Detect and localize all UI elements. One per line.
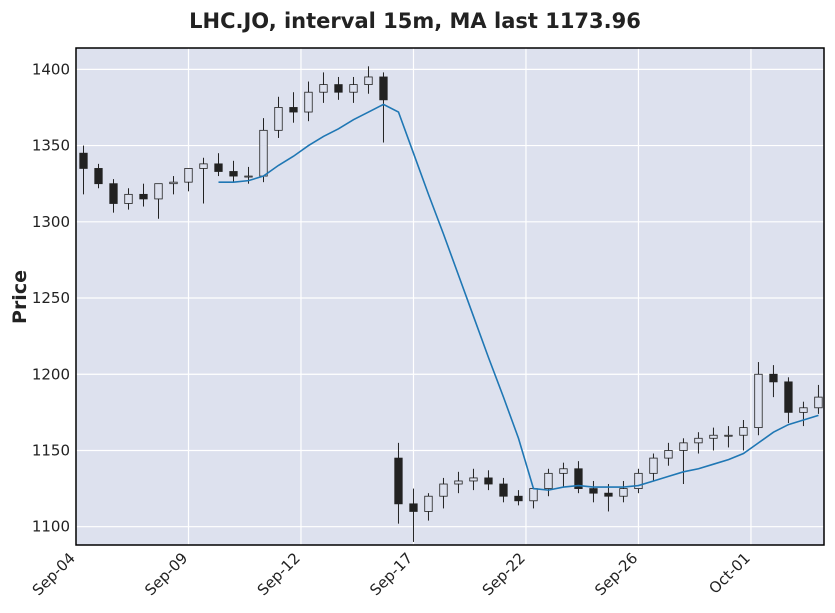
candle-body xyxy=(94,168,103,185)
candle-body xyxy=(769,373,778,383)
candle-body xyxy=(589,488,598,494)
candle-body xyxy=(649,457,658,474)
candle-body xyxy=(184,168,193,183)
y-tick-label: 1250 xyxy=(32,289,70,307)
candle-body xyxy=(694,437,703,444)
candle-body xyxy=(814,396,823,409)
x-tick-label: Sep-04 xyxy=(29,549,79,599)
candle-body xyxy=(739,427,748,436)
y-tick-label: 1100 xyxy=(32,518,70,536)
candle-body xyxy=(544,472,553,489)
candle-body xyxy=(109,183,118,204)
candle-body xyxy=(379,76,388,101)
candle-body xyxy=(394,457,403,505)
candle-body xyxy=(124,193,133,204)
candle-body xyxy=(214,163,223,172)
x-tick-label: Sep-09 xyxy=(141,549,191,599)
candle-body xyxy=(514,495,523,502)
candle-body xyxy=(154,183,163,200)
y-axis-label: Price xyxy=(9,270,31,324)
candle-body xyxy=(259,129,268,177)
moving-average-line xyxy=(218,103,819,491)
candle-body xyxy=(709,434,718,439)
candle-body xyxy=(169,181,178,185)
candle-body xyxy=(664,450,673,459)
candle-body xyxy=(679,442,688,451)
y-tick-label: 1350 xyxy=(32,137,70,155)
candle-body xyxy=(724,434,733,437)
candle-body xyxy=(409,503,418,512)
candle-body xyxy=(499,483,508,497)
candle-body xyxy=(424,495,433,512)
candle-body xyxy=(529,488,538,502)
candle-body xyxy=(784,381,793,413)
candle-body xyxy=(604,492,613,497)
candle-body xyxy=(634,472,643,489)
x-tick-label: Sep-22 xyxy=(479,549,529,599)
candle-body xyxy=(199,163,208,169)
candle-body xyxy=(454,480,463,485)
candle-body xyxy=(469,477,478,482)
y-tick-label: 1150 xyxy=(32,441,70,459)
y-tick-label: 1300 xyxy=(32,213,70,231)
candle-body xyxy=(79,152,88,169)
candle-body xyxy=(619,488,628,497)
candle-body xyxy=(244,175,253,178)
x-tick-label: Sep-17 xyxy=(366,549,416,599)
plot-background xyxy=(76,48,824,545)
x-tick-label: Sep-12 xyxy=(254,549,304,599)
candle-body xyxy=(364,76,373,85)
candle-body xyxy=(139,193,148,200)
candle-body xyxy=(484,477,493,485)
candle-body xyxy=(574,468,583,489)
candle-body xyxy=(754,373,763,429)
candle-body xyxy=(349,84,358,93)
chart-title: LHC.JO, interval 15m, MA last 1173.96 xyxy=(189,9,641,33)
x-tick-label: Sep-26 xyxy=(591,549,641,599)
y-tick-label: 1200 xyxy=(32,365,70,383)
candle-body xyxy=(799,407,808,413)
candle-body xyxy=(559,468,568,474)
candle-body xyxy=(334,84,343,93)
candle-body xyxy=(439,483,448,497)
candle-body xyxy=(319,84,328,93)
candle-body xyxy=(289,107,298,113)
plot-frame xyxy=(75,47,825,546)
candle-body xyxy=(304,91,313,113)
candle-body xyxy=(229,171,238,177)
x-tick-label: Oct-01 xyxy=(705,549,753,597)
y-tick-label: 1400 xyxy=(32,60,70,78)
candle-body xyxy=(274,107,283,131)
